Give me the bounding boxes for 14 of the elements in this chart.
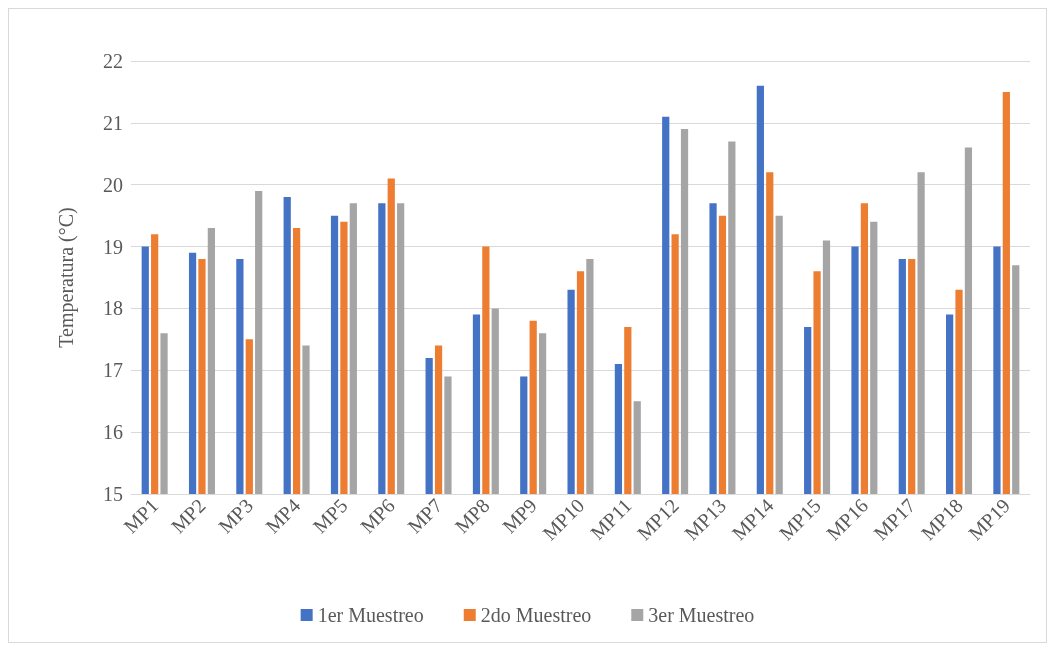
- legend-label: 2do Muestreo: [480, 604, 592, 626]
- y-tick-label: 21: [103, 111, 123, 134]
- x-tick-label: MP2: [166, 494, 210, 538]
- y-tick-label: 17: [103, 359, 123, 382]
- legend-label: 3er Muestreo: [648, 604, 755, 626]
- x-tick-label: MP9: [497, 494, 541, 538]
- y-tick-label: 22: [103, 50, 123, 72]
- y-tick-label: 18: [103, 297, 123, 320]
- y-tick-label: 19: [103, 235, 123, 258]
- y-tick-label: 15: [103, 483, 123, 505]
- y-tick-label: 20: [103, 173, 123, 196]
- y-tick-label: 16: [103, 421, 123, 444]
- legend-label: 1er Muestreo: [317, 604, 424, 626]
- y-axis-title: Temperatura (°C): [55, 207, 78, 348]
